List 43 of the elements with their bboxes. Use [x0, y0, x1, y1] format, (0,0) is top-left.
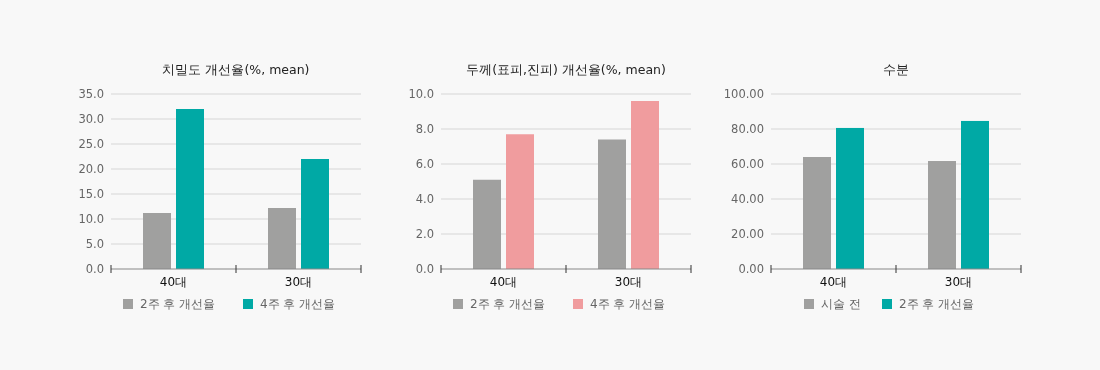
y-tick-label: 4.0 [415, 192, 434, 207]
y-tick-label: 10.0 [78, 212, 104, 227]
bar [268, 208, 296, 269]
bar [598, 139, 626, 269]
legend-label: 4주 후 개선율 [590, 297, 666, 312]
legend-label: 2주 후 개선율 [899, 297, 975, 312]
legend-label: 2주 후 개선율 [470, 297, 546, 312]
y-tick-label: 35.0 [78, 87, 104, 102]
y-tick-label: 20.0 [78, 162, 104, 177]
bar [506, 134, 534, 269]
y-tick-label: 30.0 [78, 112, 104, 127]
x-tick-label: 40대 [159, 275, 188, 289]
y-tick-label: 6.0 [415, 157, 434, 172]
y-tick-label: 20.00 [731, 227, 764, 242]
x-tick-label: 30대 [614, 275, 643, 289]
x-tick-label: 30대 [944, 275, 973, 289]
y-tick-label: 0.0 [415, 262, 434, 277]
bar [301, 159, 329, 269]
bar [631, 101, 659, 269]
legend-label: 4주 후 개선율 [260, 297, 336, 312]
bar [143, 213, 171, 269]
chart-title: 치밀도 개선율(%, mean) [162, 62, 310, 77]
y-tick-label: 100.00 [723, 87, 764, 102]
y-tick-label: 15.0 [78, 187, 104, 202]
y-tick-label: 0.0 [85, 262, 104, 277]
bar [176, 109, 204, 269]
y-tick-label: 40.00 [731, 192, 764, 207]
y-tick-label: 25.0 [78, 137, 104, 152]
y-tick-label: 0.00 [738, 262, 764, 277]
chart-title: 수분 [883, 62, 909, 77]
y-tick-label: 80.00 [731, 122, 764, 137]
chart-title: 두께(표피,진피) 개선율(%, mean) [466, 62, 666, 77]
x-tick-label: 40대 [489, 275, 518, 289]
y-tick-label: 8.0 [415, 122, 434, 137]
y-tick-label: 5.0 [85, 237, 104, 252]
legend-label: 시술 전 [821, 297, 861, 312]
y-tick-label: 10.0 [408, 87, 434, 102]
legend-label: 2주 후 개선율 [140, 297, 216, 312]
x-tick-label: 40대 [819, 275, 848, 289]
y-tick-label: 2.0 [415, 227, 434, 242]
x-tick-label: 30대 [284, 275, 313, 289]
y-tick-label: 60.00 [731, 157, 764, 172]
bar [473, 179, 501, 269]
